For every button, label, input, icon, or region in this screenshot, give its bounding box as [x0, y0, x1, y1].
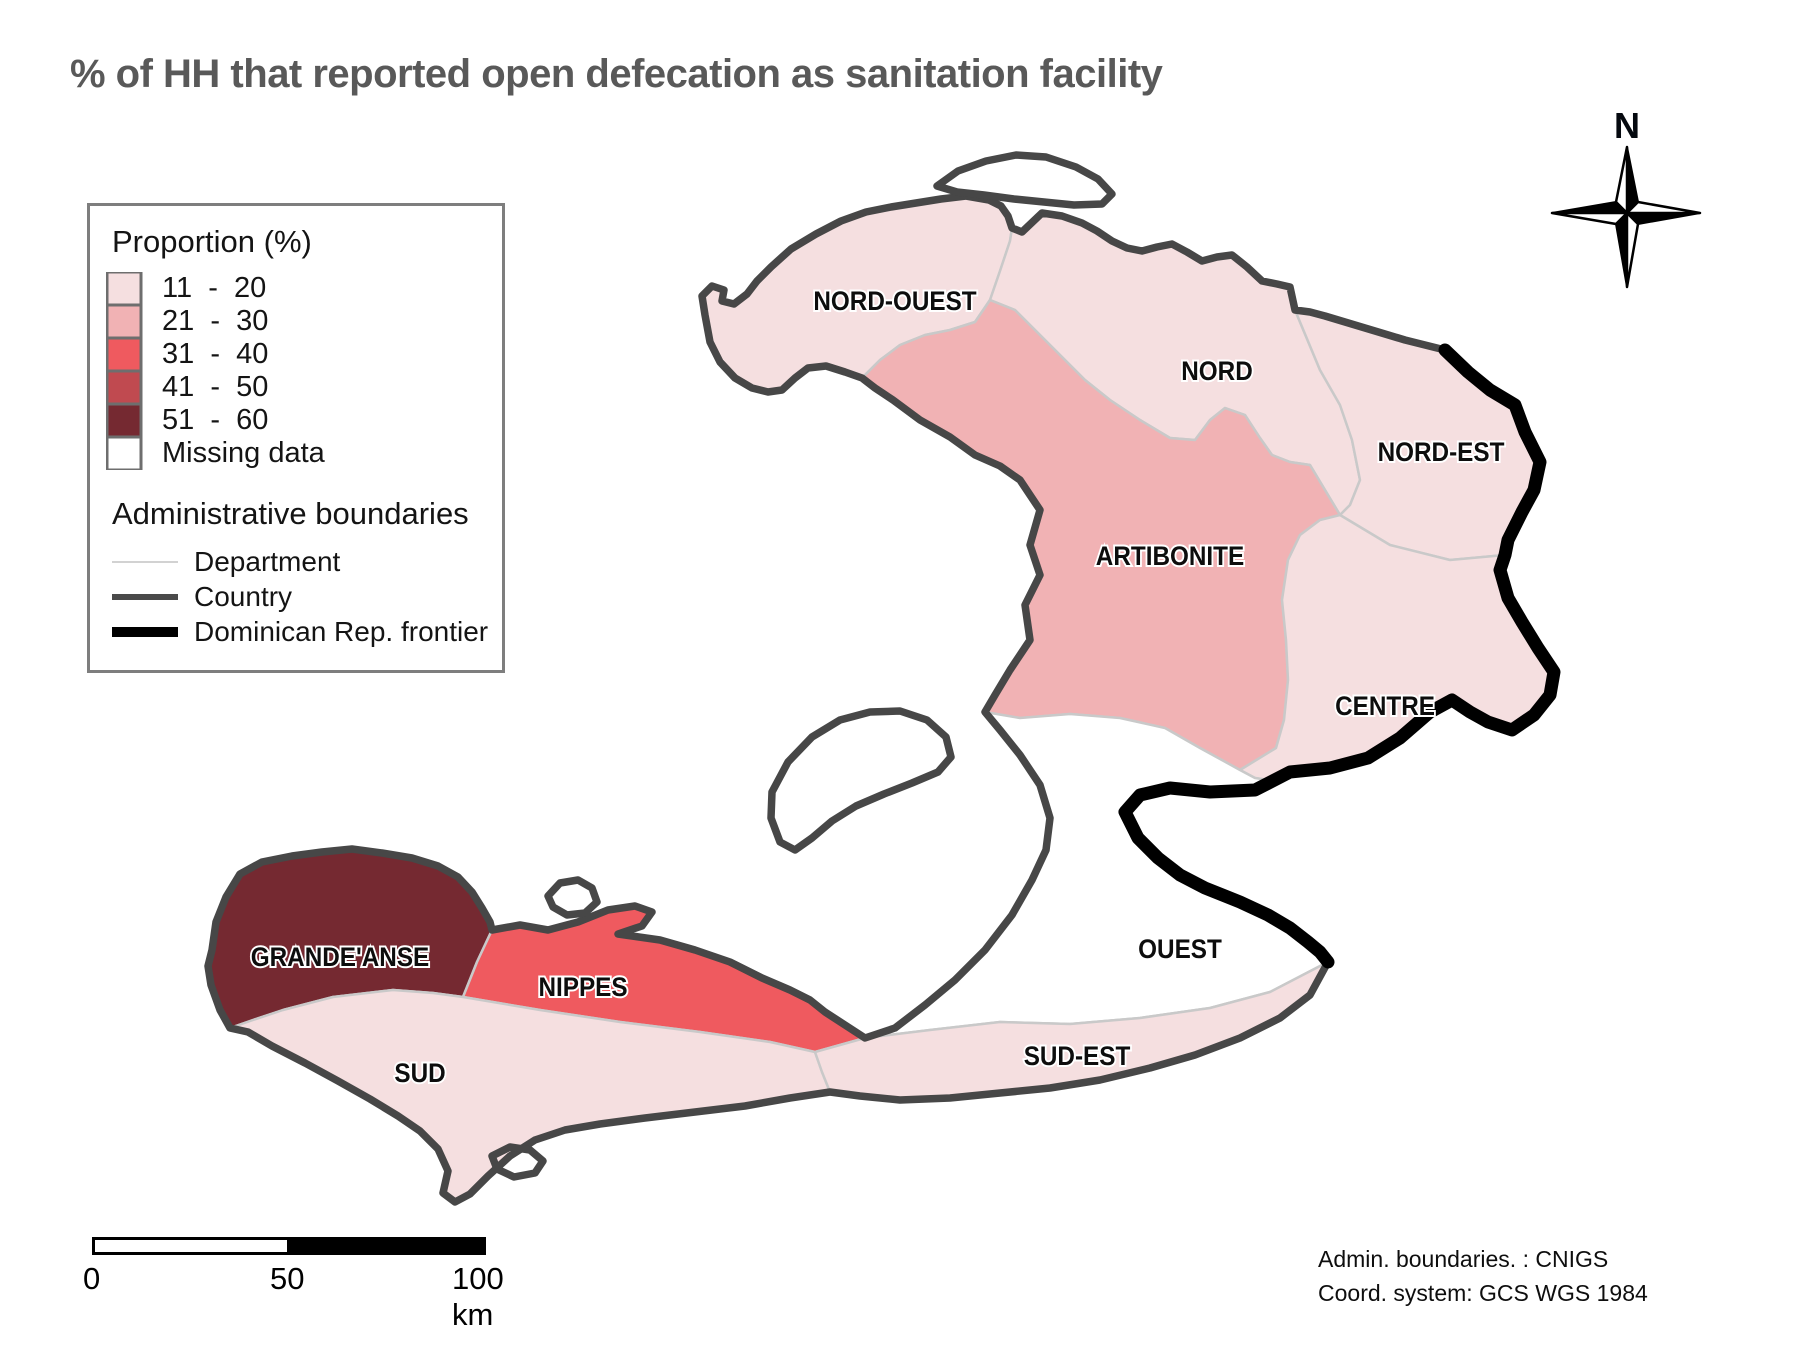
credit-admin-boundaries: Admin. boundaries. : CNIGS — [1318, 1246, 1609, 1272]
label-sud: SUD — [394, 1059, 445, 1088]
legend-swatch-11-20 — [106, 272, 143, 305]
legend-line-label: Dominican Rep. frontier — [194, 615, 489, 647]
country-outline — [204, 192, 1558, 1206]
legend-admin-block: Administrative boundaries Department Cou… — [106, 496, 502, 649]
scale-tick-100: 100 km — [452, 1261, 504, 1332]
legend-swatch-51-60 — [106, 404, 143, 437]
cayemites-island — [544, 876, 601, 919]
legend-proportion-title: Proportion (%) — [112, 224, 312, 259]
legend-class-label: Missing data — [162, 437, 325, 469]
legend-admin-title: Administrative boundaries — [112, 496, 469, 531]
legend-swatch-missing — [106, 437, 143, 470]
map-credits: Admin. boundaries. : CNIGS Coord. system… — [1318, 1242, 1648, 1310]
legend-class-label: 51 - 60 — [162, 404, 269, 436]
legend-class-row: 21 - 30 — [106, 305, 502, 338]
legend-swatch-41-50 — [106, 371, 143, 404]
legend-box: Proportion (%) 11 - 20 21 - 30 31 - 40 4… — [87, 203, 505, 673]
legend-class-row: Missing data — [106, 437, 502, 470]
department-line-sample — [112, 560, 178, 563]
north-arrow-icon: N — [1550, 105, 1702, 289]
ile-a-vache-island — [488, 1143, 547, 1181]
legend-line-row: Department — [106, 544, 502, 579]
tortue-island-outline — [933, 151, 1116, 209]
legend-line-label: Department — [194, 545, 341, 577]
label-artibonite: ARTIBONITE — [1096, 542, 1244, 571]
department-labels: NORD-OUEST NORD NORD-EST ARTIBONITE CENT… — [249, 285, 1507, 1090]
legend-class-label: 11 - 20 — [162, 272, 267, 304]
legend-line-row: Country — [106, 579, 502, 614]
dominican-frontier-line — [1118, 343, 1561, 969]
legend-swatch-31-40 — [106, 338, 143, 371]
legend-swatch-21-30 — [106, 305, 143, 338]
north-label: N — [1614, 105, 1640, 146]
legend-class-row: 11 - 20 — [106, 272, 502, 305]
label-grande-anse: GRANDE'ANSE — [251, 943, 430, 972]
label-nord: NORD — [1181, 357, 1253, 386]
legend-class-label: 31 - 40 — [162, 338, 269, 370]
scale-bar-white-segment — [92, 1237, 290, 1255]
gonave-island-outline — [767, 707, 955, 854]
label-sud-est: SUD-EST — [1024, 1042, 1131, 1071]
legend-class-row: 31 - 40 — [106, 338, 502, 371]
label-nippes: NIPPES — [538, 973, 627, 1002]
scale-tick-0: 0 — [83, 1261, 101, 1296]
legend-class-label: 21 - 30 — [162, 305, 269, 337]
label-centre: CENTRE — [1335, 692, 1435, 721]
islands — [488, 151, 1116, 1181]
page-title: % of HH that reported open defecation as… — [70, 52, 1163, 96]
legend-class-row: 51 - 60 — [106, 404, 502, 437]
legend-line-row: Dominican Rep. frontier — [106, 614, 502, 649]
country-line-sample — [112, 593, 178, 600]
label-nord-est: NORD-EST — [1378, 438, 1505, 467]
scale-bar-black-segment — [287, 1237, 486, 1255]
scale-tick-50: 50 — [270, 1261, 305, 1296]
label-ouest: OUEST — [1138, 935, 1222, 964]
frontier-line-sample — [112, 626, 178, 637]
legend-class-label: 41 - 50 — [162, 371, 269, 403]
label-nord-ouest: NORD-OUEST — [813, 287, 977, 316]
credit-coord-system: Coord. system: GCS WGS 1984 — [1318, 1280, 1648, 1306]
legend-line-label: Country — [194, 580, 293, 612]
legend-class-row: 41 - 50 — [106, 371, 502, 404]
